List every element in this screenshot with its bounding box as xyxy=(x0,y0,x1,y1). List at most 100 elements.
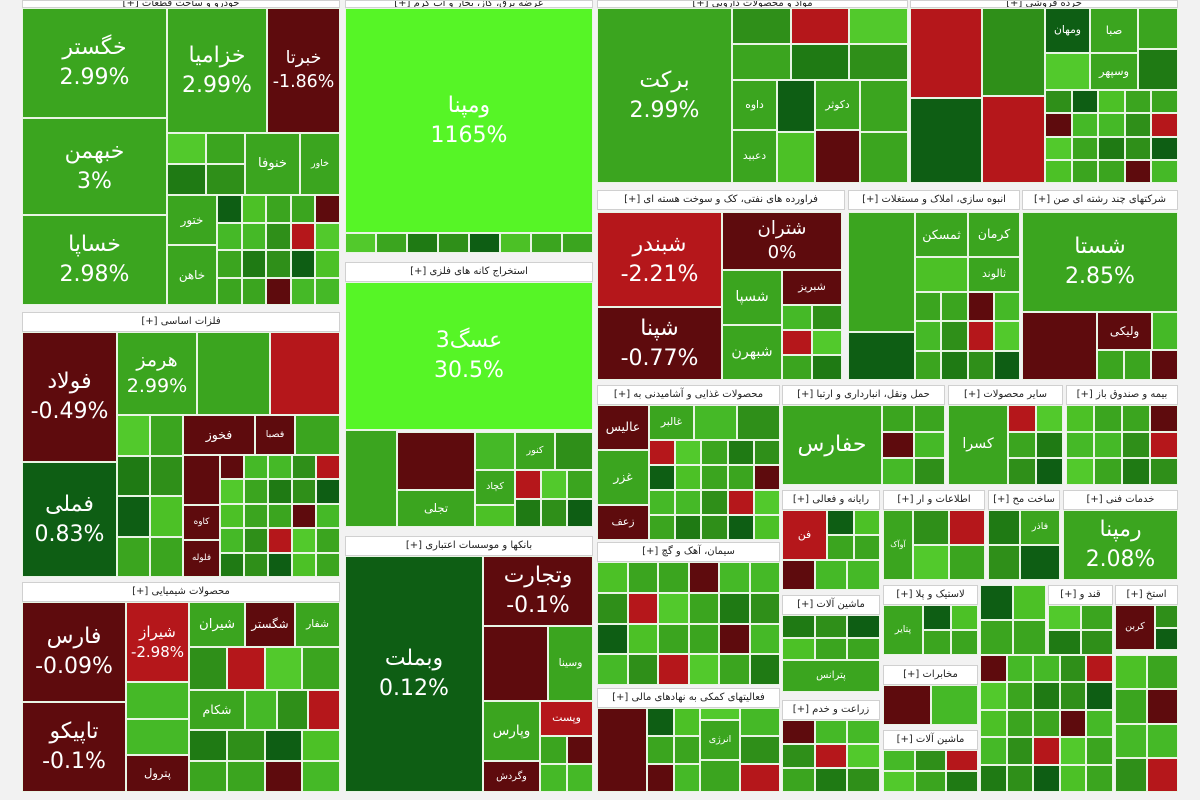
stock-tile: غزر xyxy=(597,450,649,505)
filler-cell xyxy=(1020,545,1060,580)
stock-tile: کرمان xyxy=(968,212,1020,257)
filler-cell xyxy=(719,592,750,624)
filler-cell xyxy=(814,720,848,744)
filler-cell xyxy=(847,637,880,660)
filler-cell xyxy=(910,98,982,183)
filler-cell xyxy=(266,222,291,250)
filler-cell xyxy=(1048,630,1081,655)
filler-cell xyxy=(814,637,848,660)
stock-tile: برکت 2.99% xyxy=(597,8,732,183)
stock-change: 0.12% xyxy=(379,676,449,701)
filler-cell xyxy=(882,458,914,485)
stock-tile: فلوله xyxy=(183,540,220,577)
filler-cell xyxy=(1094,458,1122,485)
filler-cell xyxy=(316,503,340,529)
stock-tile: فاذر xyxy=(1020,510,1060,545)
filler-cell xyxy=(740,764,780,792)
stock-symbol: تجلی xyxy=(423,500,449,515)
stock-symbol: خاهن xyxy=(178,267,206,282)
stock-change: 2.08% xyxy=(1085,547,1156,572)
filler-cell xyxy=(541,470,567,499)
filler-cell xyxy=(1035,458,1063,485)
filler-cell xyxy=(849,44,908,80)
stock-tile: شفار xyxy=(295,602,340,647)
filler-cell xyxy=(1045,136,1072,160)
filler-cell xyxy=(658,654,689,685)
stock-symbol: غزر xyxy=(613,470,633,485)
filler-cell xyxy=(1008,431,1036,459)
filler-cell xyxy=(1008,405,1036,432)
filler-cell xyxy=(914,750,947,771)
filler-cell xyxy=(475,432,515,470)
filler-cell xyxy=(183,455,220,505)
filler-cell xyxy=(910,8,982,98)
filler-cell xyxy=(753,440,780,465)
filler-cell xyxy=(1066,431,1094,459)
filler-cell xyxy=(882,431,914,459)
stock-tile: خساپا 2.98% xyxy=(22,215,167,305)
stock-symbol: ثمسکن xyxy=(922,226,961,242)
filler-cell xyxy=(737,405,780,440)
filler-cell xyxy=(913,545,949,580)
filler-cell xyxy=(627,562,658,593)
stock-tile: ولیکی xyxy=(1097,312,1152,350)
filler-cell xyxy=(220,479,244,504)
filler-cell xyxy=(1146,757,1178,792)
sector-header: حمل ونقل، انبارداری و ارتبا [+] xyxy=(782,385,945,405)
stock-change: 2.99% xyxy=(182,72,252,98)
stock-tile: فن xyxy=(782,510,827,560)
stock-symbol: وسپهر xyxy=(1098,63,1130,78)
stock-symbol: شبهرن xyxy=(731,343,773,360)
filler-cell xyxy=(727,515,754,540)
filler-cell xyxy=(292,479,316,504)
filler-cell xyxy=(241,277,267,305)
sector-header: ماشین آلات [+] xyxy=(883,730,978,750)
stock-tile: تجلی xyxy=(397,490,475,527)
filler-cell xyxy=(220,503,244,529)
filler-cell xyxy=(597,592,628,624)
filler-cell xyxy=(883,771,915,792)
filler-cell xyxy=(1098,159,1125,183)
stock-change: 0% xyxy=(767,242,797,263)
stock-symbol: فارس xyxy=(46,624,102,650)
filler-cell xyxy=(812,305,842,330)
filler-cell xyxy=(226,761,265,792)
filler-cell xyxy=(531,233,562,253)
filler-cell xyxy=(1150,458,1178,485)
filler-cell xyxy=(1097,350,1124,380)
filler-cell xyxy=(302,761,340,792)
filler-cell xyxy=(1059,655,1087,683)
stock-symbol: خبرتا xyxy=(285,48,322,69)
filler-cell xyxy=(782,744,815,768)
stock-change: -0.1% xyxy=(42,749,106,774)
filler-cell xyxy=(675,490,702,515)
filler-cell xyxy=(566,736,593,764)
filler-cell xyxy=(315,250,340,278)
stock-symbol: شیران xyxy=(198,616,236,632)
filler-cell xyxy=(469,233,500,253)
filler-cell xyxy=(915,292,942,322)
filler-cell xyxy=(827,510,854,535)
sector-header: سیمان، آهک و گچ [+] xyxy=(597,542,780,562)
filler-cell xyxy=(1124,113,1152,137)
filler-cell xyxy=(1152,312,1178,350)
filler-cell xyxy=(732,8,791,44)
filler-cell xyxy=(245,690,277,730)
stock-symbol: شیراز xyxy=(139,622,176,641)
stock-symbol: شگستر xyxy=(251,617,289,632)
stock-symbol: ومهان xyxy=(1054,23,1081,37)
filler-cell xyxy=(980,764,1007,792)
stock-tile: خاهن xyxy=(167,245,217,305)
stock-tile: داوه xyxy=(732,80,777,130)
filler-cell xyxy=(980,709,1007,738)
sector-header: استخراج کانه های فلزی [+] xyxy=(345,262,593,282)
sector-header: محصولات غذایی و آشامیدنی به [+] xyxy=(597,385,780,405)
stock-symbol: فن xyxy=(797,527,812,541)
filler-cell xyxy=(777,131,815,183)
filler-cell xyxy=(853,535,880,560)
stock-symbol: شبریز xyxy=(798,280,826,294)
filler-cell xyxy=(847,560,880,590)
filler-cell xyxy=(117,455,150,496)
filler-cell xyxy=(1059,709,1087,738)
filler-cell xyxy=(740,736,780,764)
